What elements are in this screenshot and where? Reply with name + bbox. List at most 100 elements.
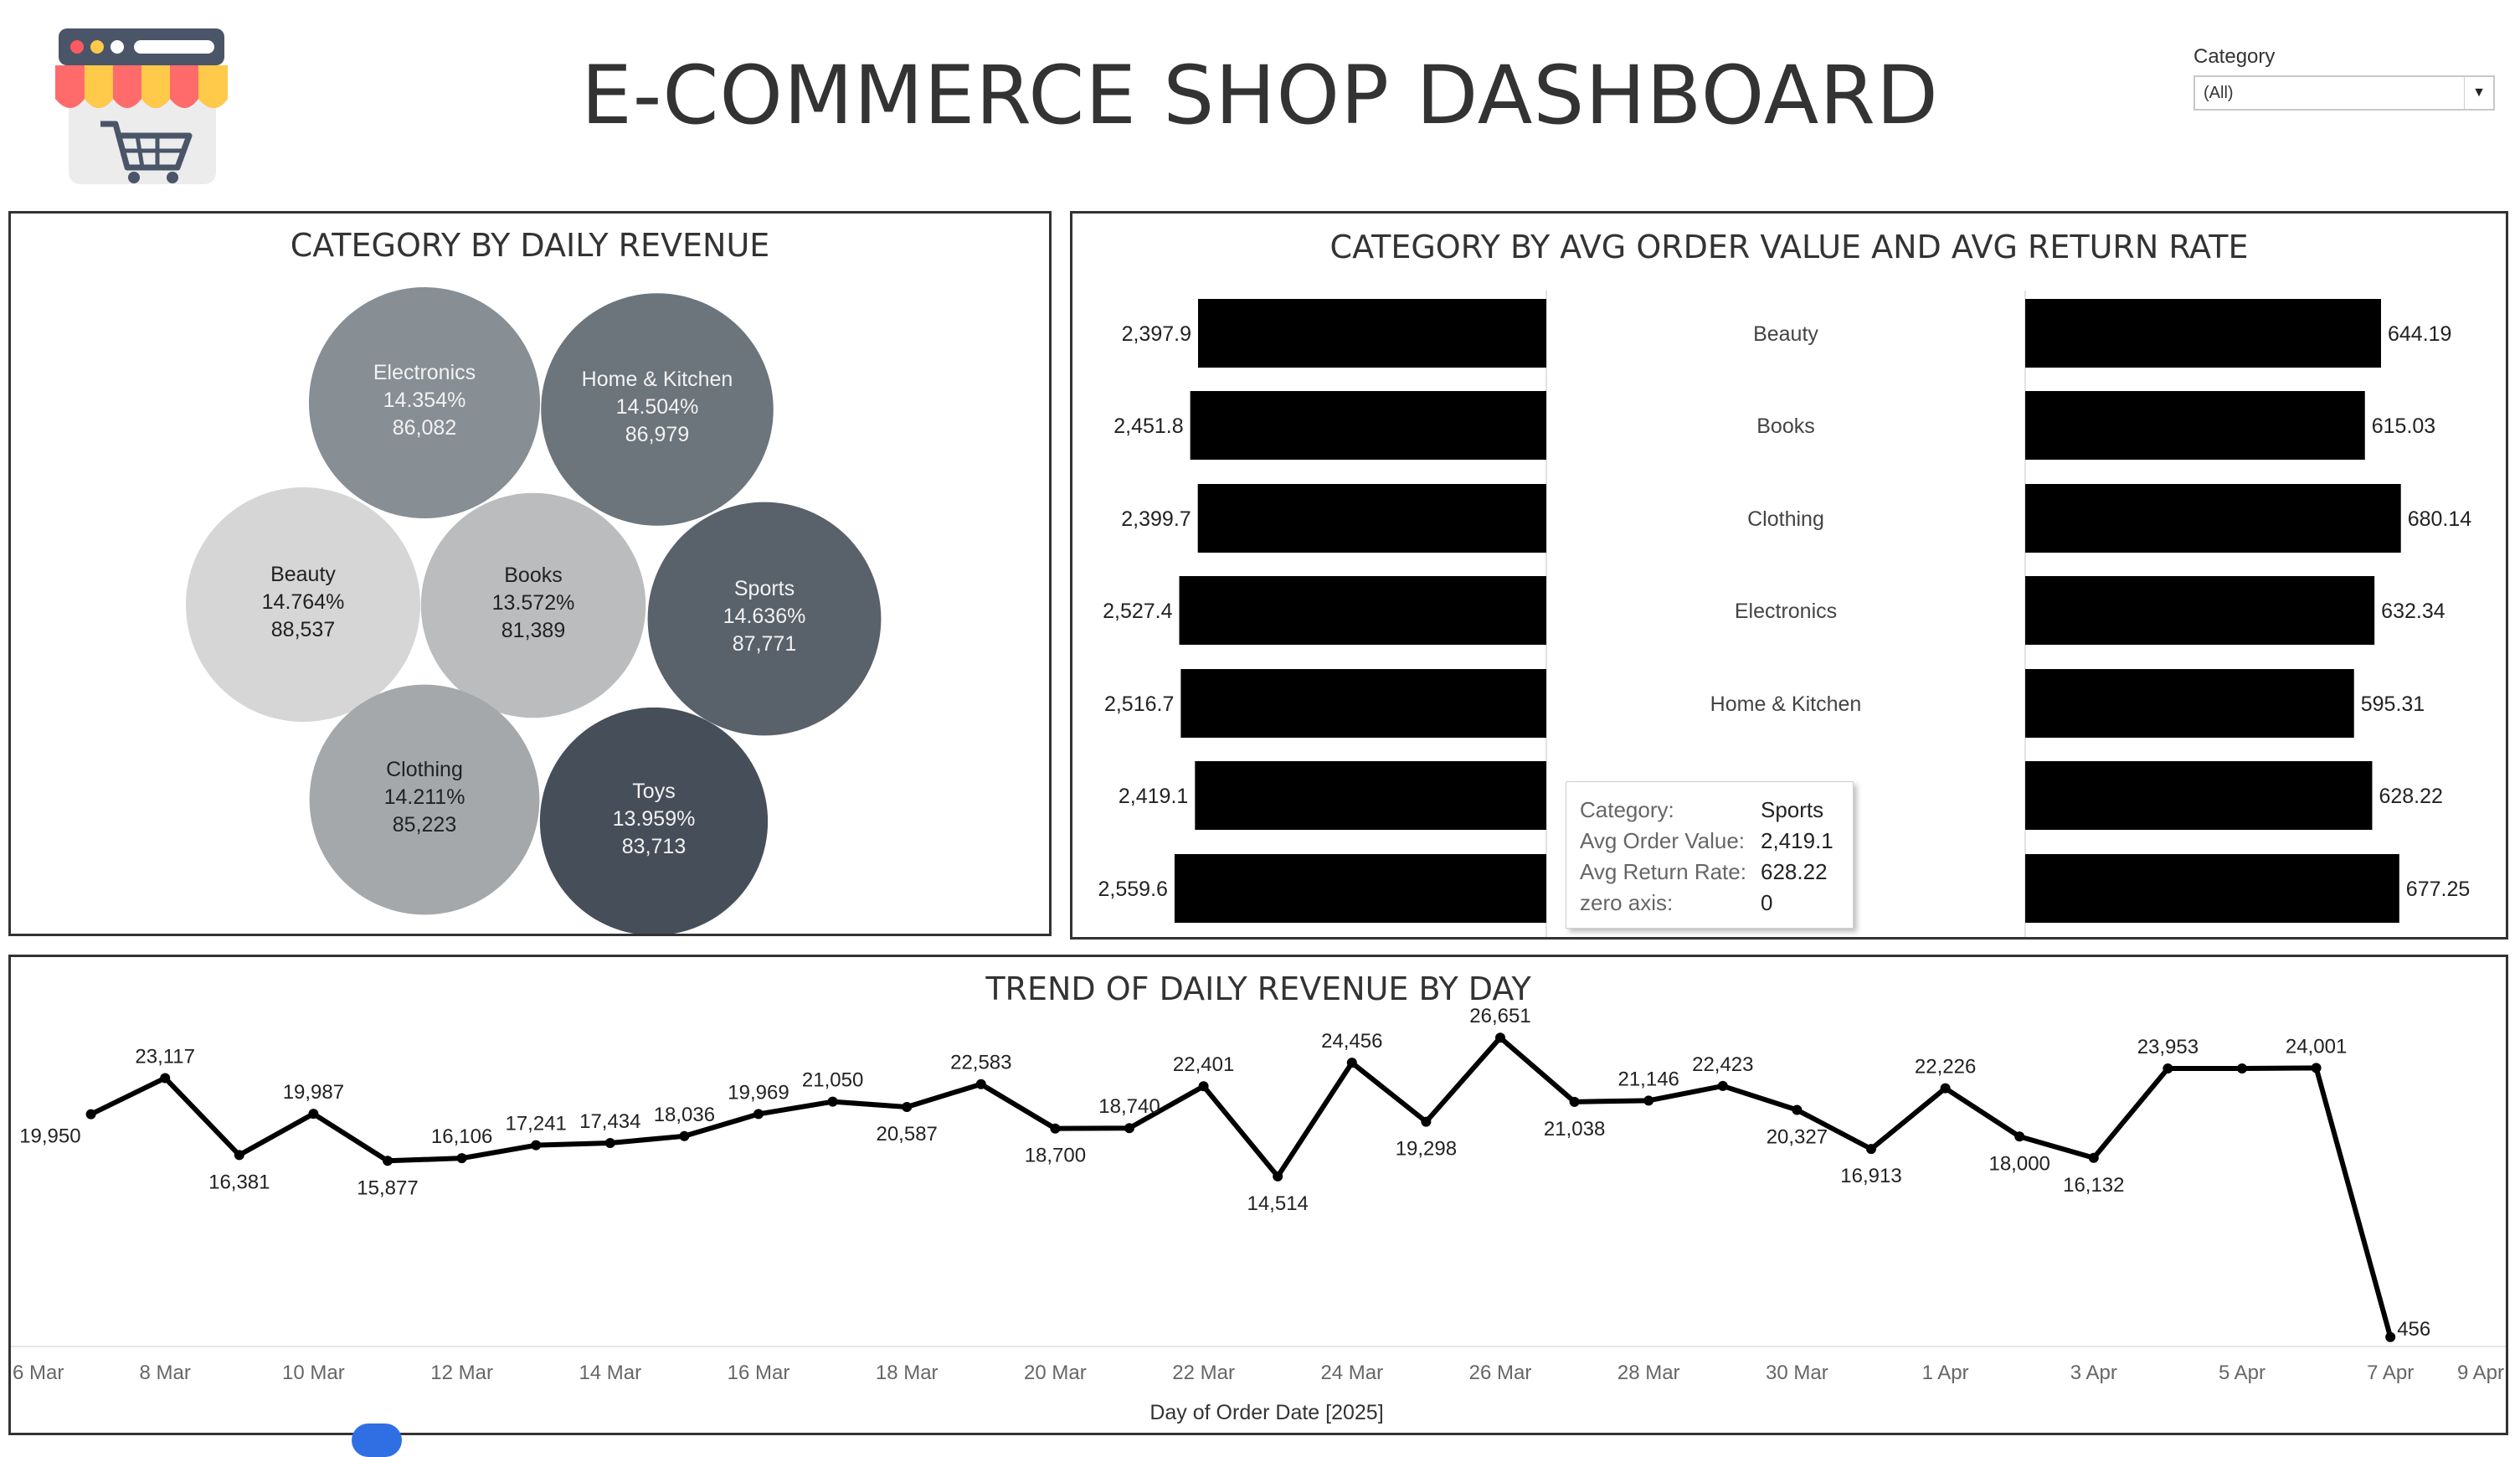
- bubble: [309, 684, 540, 915]
- bar: [2025, 299, 2381, 368]
- data-point: [679, 1130, 690, 1141]
- data-point: [85, 1109, 96, 1120]
- tooltip-key: Category:: [1580, 797, 1674, 822]
- data-label: 2,516.7: [1104, 692, 1174, 716]
- x-tick-label: 28 Mar: [1617, 1362, 1680, 1384]
- tooltip-row: Avg Return Rate: 628.22: [1580, 859, 1853, 890]
- data-point: [456, 1153, 467, 1164]
- data-label: 26,651: [1469, 1005, 1530, 1027]
- data-point: [1346, 1058, 1357, 1068]
- bubble-label: Books: [504, 564, 562, 587]
- series-line: [90, 1035, 2394, 1338]
- data-label: 644.19: [2388, 322, 2451, 346]
- data-point: [1717, 1080, 1728, 1091]
- bubble-label: Clothing: [386, 758, 463, 781]
- tooltip-key: Avg Return Rate:: [1580, 859, 1746, 884]
- data-point: [2237, 1063, 2247, 1074]
- bubble-label: 85,223: [393, 813, 456, 837]
- x-tick-label: 22 Mar: [1172, 1362, 1235, 1384]
- data-label: 677.25: [2406, 878, 2470, 901]
- tooltip-row: Avg Order Value: 2,419.1: [1580, 828, 1853, 859]
- data-label: 16,381: [208, 1171, 270, 1193]
- bubble: [186, 487, 420, 722]
- bubble-label: 14.211%: [384, 785, 465, 809]
- data-label: 23,117: [135, 1045, 195, 1068]
- bubble-label: 88,537: [271, 618, 335, 641]
- data-point: [975, 1079, 986, 1089]
- bubble-label: Toys: [632, 780, 675, 803]
- data-point: [1866, 1144, 1876, 1155]
- x-tick-label: 10 Mar: [282, 1362, 345, 1384]
- bubble-panel: CATEGORY BY DAILY REVENUE Electronics 14.…: [8, 211, 1052, 936]
- tooltip-value: 2,419.1: [1761, 828, 1833, 853]
- data-point: [2014, 1131, 2025, 1142]
- data-label: 615.03: [2372, 414, 2435, 438]
- bubble: [647, 502, 882, 736]
- data-point: [1198, 1081, 1209, 1092]
- tooltip-key: zero axis:: [1580, 890, 1674, 915]
- bubble-label: Beauty: [270, 563, 336, 586]
- category-label: Books: [1756, 414, 1814, 438]
- bubble-label: 14.636%: [723, 605, 806, 628]
- data-label: 21,038: [1544, 1118, 1605, 1140]
- bar: [1198, 299, 1546, 368]
- x-tick-label: 12 Mar: [430, 1362, 493, 1384]
- data-label: 14,514: [1247, 1192, 1308, 1215]
- x-tick-label: 5 Apr: [2219, 1362, 2265, 1384]
- data-point: [827, 1096, 838, 1107]
- chart-tooltip: Category: Sports Avg Order Value: 2,419.…: [1566, 781, 1854, 929]
- bar: [2025, 391, 2365, 460]
- x-tick-label: 8 Mar: [140, 1362, 191, 1384]
- data-label: 23,953: [2137, 1036, 2199, 1058]
- x-tick-label: 26 Mar: [1469, 1362, 1532, 1384]
- data-point: [753, 1109, 764, 1120]
- bubble: [541, 293, 774, 526]
- data-point: [1940, 1083, 1951, 1094]
- bubble-label: 86,082: [393, 416, 456, 440]
- data-label: 21,146: [1617, 1068, 1679, 1090]
- data-label: 628.22: [2379, 785, 2442, 808]
- data-label: 16,132: [2063, 1174, 2124, 1197]
- x-tick-label: 20 Mar: [1024, 1362, 1087, 1384]
- data-label: 24,001: [2286, 1035, 2347, 1058]
- data-label: 22,401: [1173, 1053, 1234, 1076]
- data-label: 17,434: [579, 1110, 640, 1133]
- bubble: [308, 286, 541, 519]
- filter-label: Category: [2193, 45, 2276, 68]
- data-label: 16,106: [431, 1125, 492, 1148]
- data-label: 17,241: [505, 1113, 566, 1135]
- data-point: [1792, 1104, 1803, 1115]
- data-label: 2,419.1: [1119, 785, 1188, 808]
- assist-icon[interactable]: [352, 1424, 402, 1457]
- filter-value: (All): [2204, 84, 2234, 102]
- data-point: [1273, 1171, 1283, 1182]
- data-label: 22,423: [1692, 1053, 1753, 1076]
- data-label: 2,527.4: [1103, 600, 1173, 623]
- data-label: 24,456: [1321, 1030, 1382, 1053]
- data-label: 632.34: [2381, 600, 2445, 623]
- bar: [1179, 576, 1546, 645]
- bubble: [539, 707, 769, 934]
- category-select[interactable]: (All) ▼: [2193, 75, 2495, 111]
- bubble-label: 13.959%: [613, 807, 696, 831]
- bubble: [420, 492, 646, 718]
- chevron-down-icon[interactable]: ▼: [2464, 77, 2493, 109]
- tooltip-row: zero axis: 0: [1580, 890, 1853, 921]
- bubble-label: 81,389: [501, 619, 565, 642]
- x-tick-label: 9 Apr: [2457, 1362, 2504, 1384]
- bar: [1195, 761, 1546, 830]
- bar: [2025, 761, 2373, 830]
- bar: [2025, 576, 2375, 645]
- bubble-label: 14.504%: [616, 395, 699, 419]
- data-point: [2163, 1063, 2173, 1074]
- category-label: Beauty: [1753, 322, 1818, 346]
- category-label: Clothing: [1747, 507, 1824, 531]
- data-label: 18,700: [1025, 1145, 1086, 1167]
- category-filter: Category (All) ▼: [2193, 45, 2495, 111]
- bar: [2025, 484, 2401, 553]
- x-tick-label: 3 Apr: [2070, 1362, 2117, 1384]
- x-tick-label: 24 Mar: [1320, 1362, 1383, 1384]
- data-point: [1495, 1032, 1505, 1043]
- data-label: 2,397.9: [1122, 322, 1191, 346]
- tooltip-value: Sports: [1761, 797, 1824, 822]
